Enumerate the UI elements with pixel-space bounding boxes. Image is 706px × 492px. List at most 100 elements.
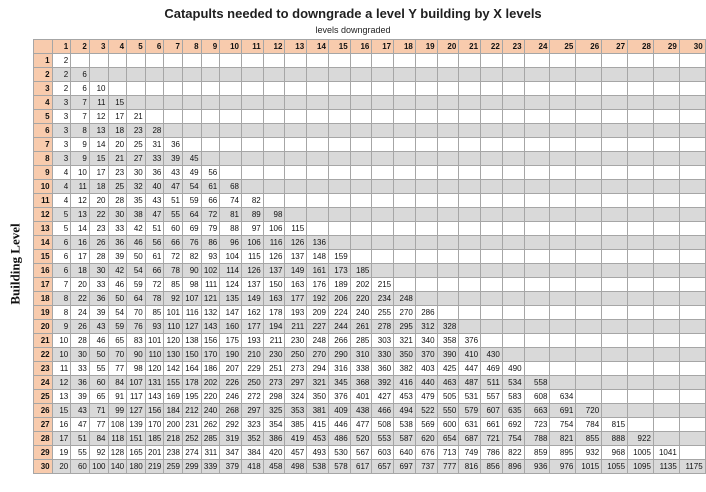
table-cell — [678, 277, 706, 292]
table-cell — [601, 81, 629, 96]
table-cell — [575, 277, 603, 292]
table-cell — [501, 53, 525, 68]
table-cell — [575, 207, 603, 222]
table-row: 13 5 14 23 33 42 51 60 69 79 88 97 106 115 — [33, 221, 706, 236]
table-cell — [458, 53, 482, 68]
table-cell: 558 — [523, 375, 551, 390]
table-cell: 17 — [107, 109, 128, 124]
table-cell — [549, 81, 577, 96]
table-cell — [200, 81, 221, 96]
table-cell — [458, 277, 482, 292]
table-cell — [163, 53, 183, 68]
table-cell — [200, 109, 221, 124]
table-cell: 25 — [126, 137, 146, 152]
table-cell: 60 — [163, 221, 183, 236]
table-cell: 2 — [51, 67, 72, 82]
table-cell: 90 — [126, 347, 146, 362]
table-cell: 93 — [144, 319, 165, 334]
table-cell: 47 — [144, 207, 165, 222]
table-cell — [627, 347, 654, 362]
table-cell: 46 — [88, 333, 109, 348]
table-cell — [200, 95, 221, 110]
table-cell — [601, 263, 629, 278]
table-cell — [501, 95, 525, 110]
table-cell — [627, 207, 654, 222]
table-cell — [501, 193, 525, 208]
table-cell: 294 — [306, 361, 329, 376]
table-cell: 36 — [88, 291, 109, 306]
table-cell: 246 — [219, 389, 242, 404]
table-cell: 25 — [107, 179, 128, 194]
table-cell — [627, 165, 654, 180]
table-cell: 784 — [575, 417, 603, 432]
table-cell: 345 — [327, 375, 351, 390]
table-cell: 583 — [501, 389, 525, 404]
table-cell — [327, 67, 351, 82]
table-cell — [575, 179, 603, 194]
table-cell — [678, 235, 706, 250]
table-cell: 640 — [393, 445, 416, 460]
table-cell: 72 — [200, 207, 221, 222]
table-cell: 16 — [70, 235, 90, 250]
table-cell: 30 — [107, 207, 128, 222]
table-cell — [436, 249, 460, 264]
table-cell — [414, 235, 438, 250]
table-cell — [501, 305, 525, 320]
table-cell — [240, 137, 264, 152]
table-cell — [523, 81, 551, 96]
table-cell: 21 — [107, 151, 128, 166]
table-cell: 469 — [480, 361, 503, 376]
column-header: 24 — [523, 39, 551, 54]
table-cell: 43 — [163, 165, 183, 180]
table-cell — [549, 109, 577, 124]
table-cell — [652, 389, 680, 404]
table-cell: 479 — [414, 389, 438, 404]
table-cell: 976 — [549, 459, 577, 474]
table-cell — [200, 123, 221, 138]
row-header: 5 — [33, 109, 53, 124]
table-cell: 184 — [163, 403, 183, 418]
table-cell: 286 — [414, 305, 438, 320]
table-cell — [371, 67, 395, 82]
table-cell — [601, 389, 629, 404]
table-cell — [523, 193, 551, 208]
table-cell — [575, 95, 603, 110]
table-cell: 189 — [327, 277, 351, 292]
table-cell: 163 — [262, 291, 286, 306]
table-cell — [678, 165, 706, 180]
table-cell — [284, 123, 308, 138]
table-cell: 72 — [163, 249, 183, 264]
table-cell — [480, 95, 503, 110]
table-cell — [284, 67, 308, 82]
table-cell — [436, 221, 460, 236]
table-cell — [284, 137, 308, 152]
table-cell — [575, 333, 603, 348]
table-cell — [126, 81, 146, 96]
table-cell — [126, 53, 146, 68]
table-cell: 788 — [523, 431, 551, 446]
table-cell — [327, 95, 351, 110]
table-cell: 132 — [200, 305, 221, 320]
table-cell — [575, 67, 603, 82]
table-cell — [601, 109, 629, 124]
table-cell — [523, 221, 551, 236]
table-cell: 508 — [371, 417, 395, 432]
table-cell: 13 — [88, 123, 109, 138]
table-cell — [200, 53, 221, 68]
table-cell: 170 — [200, 347, 221, 362]
table-cell: 175 — [219, 333, 242, 348]
table-cell: 110 — [163, 319, 183, 334]
table-cell: 60 — [70, 459, 90, 474]
row-header: 1 — [33, 53, 53, 68]
table-cell — [349, 95, 373, 110]
table-cell: 262 — [200, 417, 221, 432]
table-cell: 50 — [107, 291, 128, 306]
table-cell: 324 — [284, 389, 308, 404]
column-header: 17 — [371, 39, 395, 54]
table-cell — [327, 193, 351, 208]
table-cell — [652, 179, 680, 194]
table-cell — [393, 137, 416, 152]
table-cell — [652, 347, 680, 362]
table-cell — [393, 263, 416, 278]
row-header: 9 — [33, 165, 53, 180]
